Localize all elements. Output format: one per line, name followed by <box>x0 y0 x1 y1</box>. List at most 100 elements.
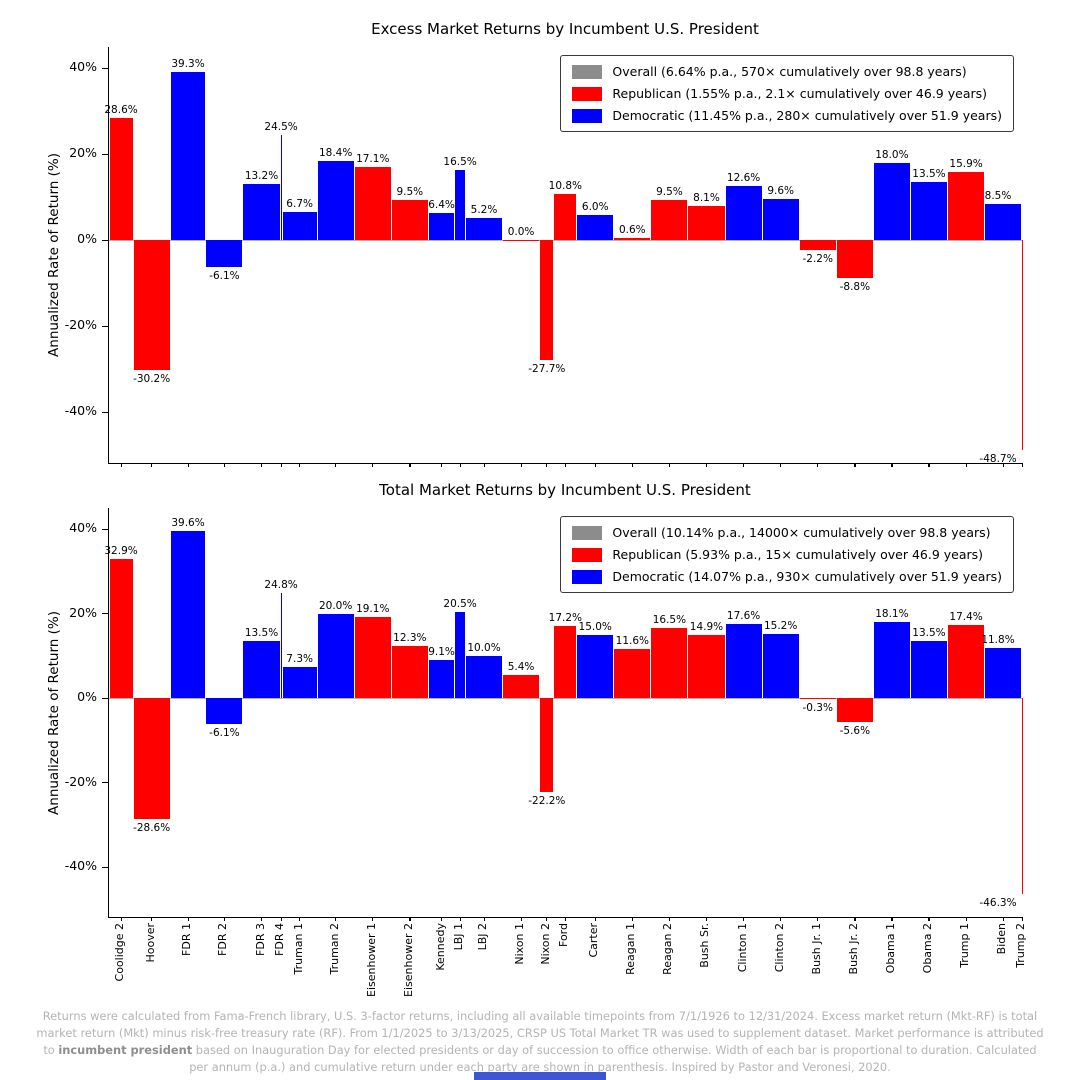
bar-value-label: 16.5% <box>443 155 477 168</box>
x-tick-mark <box>780 463 782 467</box>
bar-value-label: 18.0% <box>875 149 909 162</box>
bar-hoover <box>133 698 170 820</box>
bar-lbj-1 <box>455 611 465 699</box>
chart-title-excess: Excess Market Returns by Incumbent U.S. … <box>371 20 759 38</box>
bar-value-label: -27.7% <box>528 362 566 375</box>
bar-reagan-1 <box>614 649 651 699</box>
x-tick-label: LBJ 1 <box>452 923 466 951</box>
x-tick-mark <box>223 917 226 921</box>
bar-value-label: 17.1% <box>356 152 390 165</box>
bar-kennedy <box>428 212 455 241</box>
bar-nixon-1 <box>503 240 540 241</box>
x-tick-label: FDR 2 <box>216 923 230 956</box>
legend-item: Democratic (11.45% p.a., 280× cumulative… <box>572 108 1002 123</box>
x-tick-mark <box>780 917 782 921</box>
y-tick-label: 40% <box>69 520 97 536</box>
bar-bush-jr-2 <box>836 240 873 279</box>
bar-value-label: 11.8% <box>981 634 1015 647</box>
legend-swatch <box>572 547 603 562</box>
y-tick-label: -40% <box>64 403 97 419</box>
x-tick-mark <box>705 463 708 467</box>
legend-item: Overall (6.64% p.a., 570× cumulatively o… <box>572 64 1002 79</box>
bar-ford <box>554 625 577 699</box>
bar-value-label: 12.3% <box>393 632 427 645</box>
x-tick-mark <box>261 917 263 921</box>
x-tick-label: Trump 1 <box>958 923 972 968</box>
x-tick-mark <box>668 463 671 467</box>
legend-label: Overall (6.64% p.a., 570× cumulatively o… <box>612 64 967 79</box>
x-tick-label: Ford <box>557 923 571 947</box>
bar-obama-1 <box>873 163 910 241</box>
bar-value-label: -8.8% <box>839 281 871 294</box>
bar-value-label: 17.2% <box>548 611 583 624</box>
x-tick-mark <box>223 463 226 467</box>
bar-value-label: -6.1% <box>209 269 240 282</box>
bar-bush-sr <box>688 635 725 699</box>
chart-title-total: Total Market Returns by Incumbent U.S. P… <box>379 481 751 499</box>
bar-truman-1 <box>282 667 317 699</box>
bar-value-label: 5.4% <box>507 661 535 674</box>
x-tick-mark <box>520 463 522 467</box>
bar-value-label: -48.7% <box>979 452 1017 465</box>
bar-value-label: 6.0% <box>581 200 609 213</box>
x-tick-mark <box>299 463 301 467</box>
bar-value-label: 13.5% <box>912 627 946 640</box>
bar-eisenhower-1 <box>354 617 391 699</box>
x-tick-mark <box>1002 917 1004 921</box>
legend: Overall (6.64% p.a., 570× cumulatively o… <box>560 55 1014 132</box>
legend-label: Democratic (11.45% p.a., 280× cumulative… <box>612 108 1002 123</box>
bar-value-label: 13.2% <box>244 169 279 182</box>
bar-fdr-4 <box>280 593 282 699</box>
bar-value-label: 16.5% <box>652 614 687 627</box>
bar-reagan-2 <box>651 628 688 699</box>
x-tick-label: FDR 4 <box>273 923 287 956</box>
x-tick-mark <box>594 463 596 467</box>
bar-clinton-1 <box>725 623 762 699</box>
bar-truman-1 <box>282 211 317 241</box>
bar-value-label: -0.3% <box>802 702 833 715</box>
y-tick-label: -40% <box>64 858 97 874</box>
x-tick-label: Bush Sr. <box>698 923 712 968</box>
x-tick-mark <box>335 917 337 921</box>
x-tick-mark <box>299 917 301 921</box>
y-tick-label: 20% <box>69 145 97 161</box>
x-tick-mark <box>151 463 153 467</box>
bar-bush-sr <box>688 205 725 241</box>
x-tick-mark <box>459 463 461 467</box>
y-tick-mark <box>102 697 109 699</box>
x-tick-label: Clinton 1 <box>735 923 749 973</box>
y-tick-mark <box>102 613 109 615</box>
x-tick-mark <box>187 917 189 921</box>
x-tick-mark <box>928 463 930 467</box>
bar-hoover <box>133 240 170 371</box>
y-tick-label: -20% <box>64 773 97 789</box>
bar-value-label: 11.6% <box>615 635 650 648</box>
bar-carter <box>577 634 614 699</box>
bar-coolidge-2 <box>109 117 133 241</box>
footnote-text: Returns were calculated from Fama-French… <box>36 1009 1044 1058</box>
bar-bush-jr-1 <box>799 240 836 250</box>
x-tick-mark <box>854 463 856 467</box>
zero-line <box>109 240 1022 242</box>
bar-fdr-4 <box>280 135 282 241</box>
bar-value-label: 15.2% <box>763 619 798 632</box>
bar-value-label: -5.6% <box>839 724 871 737</box>
bar-reagan-2 <box>651 199 688 241</box>
bar-obama-1 <box>873 621 910 699</box>
bar-lbj-1 <box>455 169 465 241</box>
bar-truman-2 <box>317 161 354 241</box>
bar-value-label: -2.2% <box>802 252 833 265</box>
bar-value-label: 8.5% <box>984 189 1012 202</box>
x-tick-label: Eisenhower 2 <box>401 923 415 997</box>
bar-value-label: 13.5% <box>912 168 946 181</box>
y-tick-mark <box>102 528 109 530</box>
x-tick-mark <box>151 917 153 921</box>
bar-value-label: 12.6% <box>726 172 761 185</box>
bar-value-label: 39.3% <box>171 57 205 70</box>
x-tick-mark <box>891 463 893 467</box>
legend-label: Republican (5.93% p.a., 15× cumulatively… <box>612 547 984 562</box>
x-tick-mark <box>1021 463 1024 467</box>
bar-clinton-2 <box>762 199 799 241</box>
bar-value-label: 24.5% <box>264 121 298 134</box>
x-tick-label: Clinton 2 <box>772 923 786 973</box>
